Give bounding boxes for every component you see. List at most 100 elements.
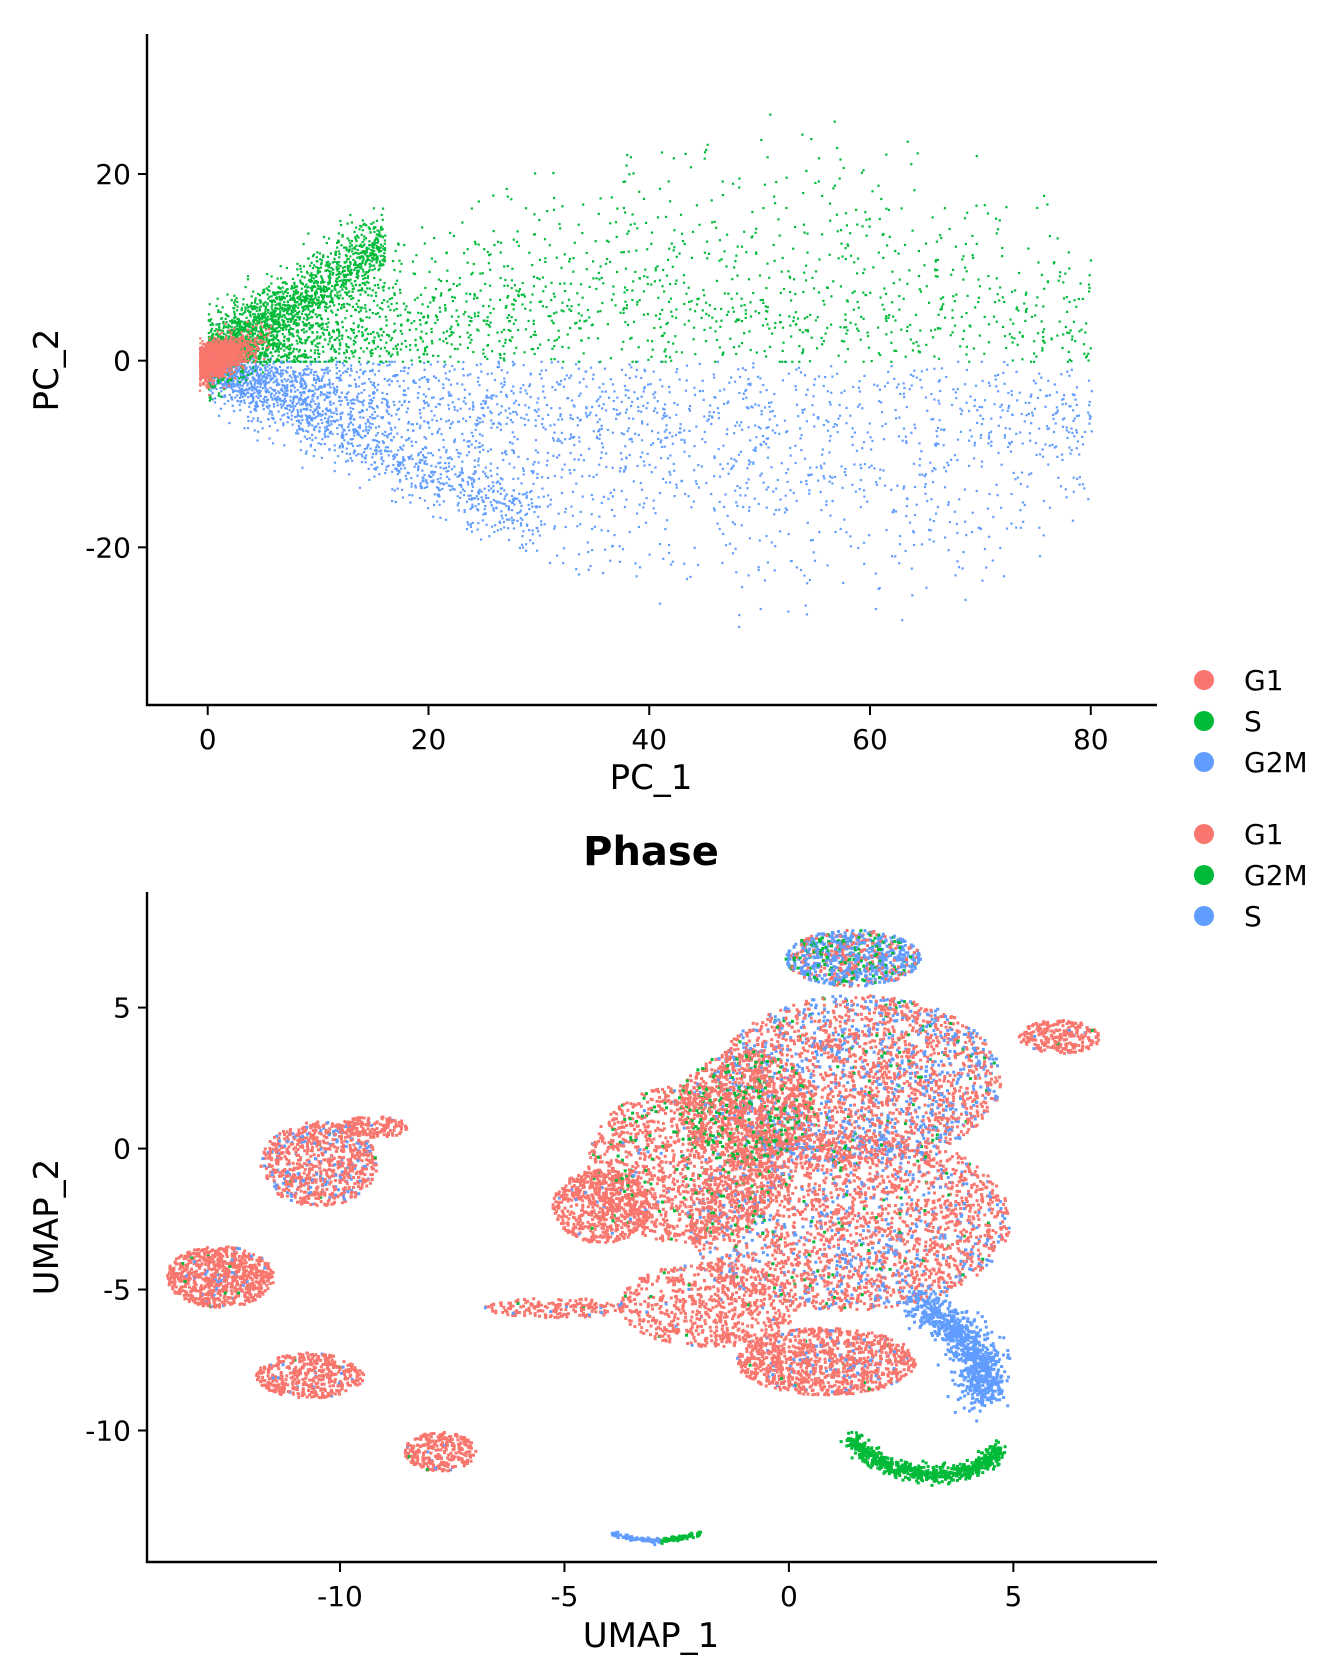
- pca-point-g2m: [618, 413, 620, 415]
- pca-point-g2m: [703, 399, 705, 401]
- pca-point-g2m: [1066, 437, 1068, 439]
- pca-point-g2m: [919, 379, 921, 381]
- pca-point-g2m: [376, 389, 378, 391]
- pca-point-g2m: [520, 522, 522, 524]
- pca-point-g2m: [612, 495, 614, 497]
- pca-point-g2m: [264, 387, 266, 389]
- pca-point-g2m: [974, 444, 976, 446]
- pca-point-g2m: [758, 404, 760, 406]
- pca-point-g2m: [289, 381, 291, 383]
- pca-point-g2m: [955, 397, 957, 399]
- pca-point-g2m: [442, 397, 444, 399]
- pca-point-g2m: [631, 401, 633, 403]
- pca-point-g2m: [526, 414, 528, 416]
- pca-point-g2m: [881, 411, 883, 413]
- pca-point-g2m: [625, 394, 627, 396]
- pca-point-g2m: [779, 498, 781, 500]
- pca-point-g2m: [612, 467, 614, 469]
- pca-point-g2m: [315, 388, 317, 390]
- pca-point-g2m: [640, 456, 642, 458]
- pca-point-g2m: [556, 440, 558, 442]
- pca-point-g2m: [259, 390, 261, 392]
- pca-point-g2m: [869, 422, 871, 424]
- pca-point-g2m: [990, 431, 992, 433]
- pca-point-g2m: [636, 369, 638, 371]
- pca-point-g2m: [903, 488, 905, 490]
- pca-point-g2m: [940, 429, 942, 431]
- pca-point-g2m: [849, 535, 851, 537]
- pca-point-g2m: [352, 408, 354, 410]
- pca-point-g2m: [552, 437, 554, 439]
- pca-point-g2m: [625, 467, 627, 469]
- pca-point-g2m: [985, 566, 987, 568]
- pca-point-g2m: [999, 406, 1001, 408]
- pca-point-g2m: [868, 534, 870, 536]
- pca-point-g2m: [376, 444, 378, 446]
- pca-point-g2m: [863, 375, 865, 377]
- pca-point-g2m: [324, 399, 326, 401]
- pca-point-g2m: [979, 406, 981, 408]
- pca-point-g2m: [633, 391, 635, 393]
- pca-point-g2m: [564, 438, 566, 440]
- pca-point-g2m: [613, 408, 615, 410]
- pca-point-g2m: [785, 495, 787, 497]
- pca-point-g2m: [660, 457, 662, 459]
- pca-point-g2m: [474, 466, 476, 468]
- pca-point-g2m: [673, 402, 675, 404]
- pca-point-g2m: [1015, 433, 1017, 435]
- pca-point-g2m: [828, 451, 830, 453]
- pca-point-g2m: [905, 550, 907, 552]
- pca-point-g2m: [662, 478, 664, 480]
- pca-point-g2m: [693, 387, 695, 389]
- pca-point-g2m: [688, 430, 690, 432]
- pca-point-g2m: [693, 501, 695, 503]
- pca-point-g2m: [517, 477, 519, 479]
- pca-point-g2m: [259, 400, 261, 402]
- pca-point-g2m: [340, 374, 342, 376]
- pca-point-g2m: [291, 381, 293, 383]
- pca-point-g2m: [536, 473, 538, 475]
- pca-point-g2m: [497, 361, 499, 363]
- pca-point-g2m: [426, 486, 428, 488]
- pca-point-g2m: [774, 432, 776, 434]
- pca-point-g2m: [659, 379, 661, 381]
- pca-point-g2m: [748, 478, 750, 480]
- pca-point-g2m: [403, 370, 405, 372]
- pca-point-g2m: [575, 363, 577, 365]
- pca-point-g2m: [734, 523, 736, 525]
- pca-point-g2m: [246, 384, 248, 386]
- pca-point-g2m: [301, 382, 303, 384]
- pca-point-g2m: [411, 423, 413, 425]
- pca-point-g2m: [500, 429, 502, 431]
- pca-point-g2m: [619, 467, 621, 469]
- pca-point-g2m: [330, 404, 332, 406]
- pca-point-g2m: [259, 369, 261, 371]
- pca-point-g2m: [423, 420, 425, 422]
- pca-point-g2m: [524, 424, 526, 426]
- pca-point-g2m: [406, 411, 408, 413]
- pca-point-g2m: [1021, 472, 1023, 474]
- pca-point-g2m: [621, 369, 623, 371]
- pca-point-g2m: [895, 409, 897, 411]
- pca-point-g2m: [1006, 528, 1008, 530]
- pca-point-g2m: [979, 415, 981, 417]
- pca-point-g2m: [836, 424, 838, 426]
- pca-point-g2m: [600, 457, 602, 459]
- pca-point-g2m: [1028, 402, 1030, 404]
- pca-point-g2m: [508, 407, 510, 409]
- pca-point-g2m: [769, 411, 771, 413]
- pca-point-g2m: [689, 576, 691, 578]
- pca-point-g2m: [517, 456, 519, 458]
- pca-point-g2m: [389, 364, 391, 366]
- pca-point-g2m: [891, 365, 893, 367]
- pca-point-g2m: [377, 406, 379, 408]
- pca-point-g2m: [554, 525, 556, 527]
- pca-point-g2m: [310, 369, 312, 371]
- pca-point-g2m: [947, 504, 949, 506]
- pca-point-g2m: [427, 404, 429, 406]
- pca-point-g2m: [565, 526, 567, 528]
- pca-point-g2m: [909, 388, 911, 390]
- pca-point-g2m: [982, 418, 984, 420]
- pca-point-g2m: [806, 613, 808, 615]
- pca-point-g2m: [662, 558, 664, 560]
